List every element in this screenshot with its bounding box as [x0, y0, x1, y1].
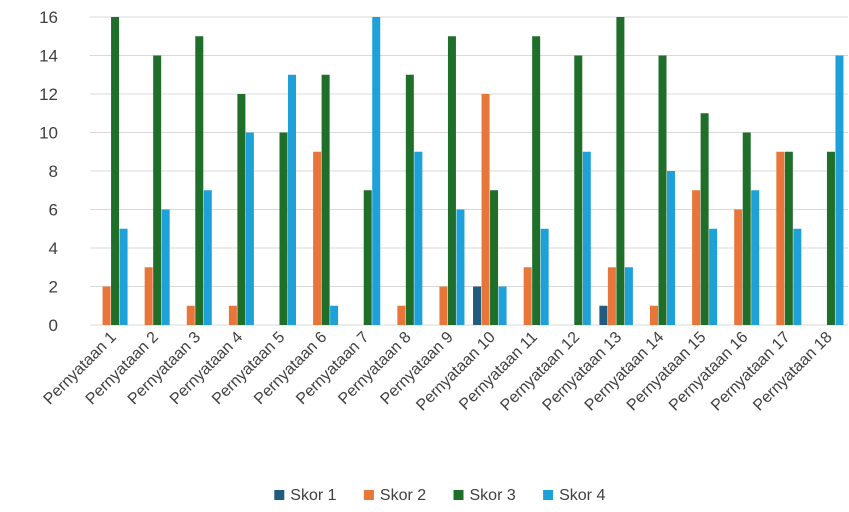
bar-skor-4-17 — [793, 228, 802, 325]
legend: Skor 1 Skor 2 Skor 3 Skor 4 — [274, 487, 605, 504]
bar-skor-3-13 — [616, 17, 625, 325]
bar-skor-4-10 — [498, 286, 507, 325]
bar-skor-3-10 — [490, 190, 499, 325]
x-tick-label: Pernyataan 7 — [293, 329, 372, 408]
bar-skor-4-13 — [624, 267, 633, 325]
bar-skor-4-4 — [245, 132, 254, 325]
bar-skor-2-4 — [228, 305, 237, 325]
bar-skor-2-17 — [776, 151, 785, 325]
x-tick-label: Pernyataan 5 — [209, 329, 288, 408]
y-tick-label: 16 — [39, 8, 58, 27]
bar-skor-4-7 — [372, 17, 381, 325]
bar-skor-3-12 — [574, 55, 583, 325]
bar-skor-4-18 — [835, 55, 844, 325]
bar-skor-4-14 — [667, 171, 675, 325]
x-tick-label: Pernyataan 18 — [750, 329, 836, 415]
bar-skor-2-2 — [144, 267, 153, 325]
bar-skor-4-1 — [119, 228, 128, 325]
bar-skor-2-14 — [650, 305, 658, 325]
bar-skor-3-6 — [321, 74, 330, 325]
bar-skor-2-9 — [439, 286, 448, 325]
legend-label: Skor 2 — [380, 487, 426, 504]
legend-swatch — [363, 490, 374, 500]
bar-skor-2-15 — [692, 190, 701, 325]
bar-skor-2-1 — [102, 286, 111, 325]
bar-skor-4-16 — [751, 190, 760, 325]
bar-skor-1-13 — [599, 305, 608, 325]
bar-skor-3-18 — [826, 151, 835, 325]
x-tick-label: Pernyataan 2 — [83, 329, 162, 408]
bar-skor-3-4 — [237, 94, 246, 325]
bars — [102, 17, 844, 325]
gridlines — [90, 16, 848, 326]
y-tick-label: 12 — [39, 85, 58, 104]
legend-label: Skor 1 — [290, 487, 336, 504]
bar-skor-3-7 — [363, 190, 372, 325]
legend-label: Skor 3 — [470, 487, 516, 504]
bar-skor-4-8 — [414, 151, 423, 325]
bar-skor-4-12 — [582, 151, 591, 325]
legend-swatch — [274, 490, 285, 500]
y-tick-label: 0 — [49, 316, 58, 335]
bar-skor-3-15 — [700, 113, 709, 325]
x-tick-label: Pernyataan 9 — [377, 329, 456, 408]
bar-skor-2-8 — [397, 305, 406, 325]
bar-skor-3-2 — [153, 55, 162, 325]
x-tick-label: Pernyataan 1 — [41, 329, 120, 408]
bar-skor-2-13 — [607, 267, 616, 325]
bar-skor-4-5 — [288, 74, 296, 325]
y-tick-label: 6 — [49, 201, 58, 220]
bar-skor-3-1 — [111, 17, 120, 325]
y-axis: 0 2 4 6 8 10 12 14 16 — [39, 8, 58, 335]
bar-skor-4-9 — [456, 209, 465, 325]
y-tick-label: 2 — [49, 278, 58, 297]
bar-skor-3-17 — [784, 151, 793, 325]
bar-skor-4-3 — [203, 190, 212, 325]
bar-skor-4-11 — [540, 228, 549, 325]
legend-swatch — [543, 490, 554, 500]
bar-skor-3-9 — [447, 36, 456, 325]
y-tick-label: 8 — [49, 162, 58, 181]
x-tick-label: Pernyataan 6 — [251, 329, 330, 408]
bar-skor-3-5 — [279, 132, 288, 325]
bar-skor-3-3 — [195, 36, 204, 325]
bar-skor-2-11 — [523, 267, 532, 325]
y-tick-label: 14 — [39, 47, 58, 66]
bar-skor-2-6 — [313, 151, 322, 325]
legend-label: Skor 4 — [559, 487, 605, 504]
bar-skor-4-2 — [161, 209, 170, 325]
bar-skor-2-16 — [734, 209, 743, 325]
bar-skor-3-14 — [658, 55, 667, 325]
bar-skor-4-6 — [330, 305, 339, 325]
x-tick-label: Pernyataan 3 — [125, 329, 204, 408]
bar-skor-3-16 — [742, 132, 751, 325]
y-tick-label: 10 — [39, 124, 58, 143]
legend-swatch — [453, 490, 464, 500]
bar-skor-3-8 — [405, 74, 414, 325]
bar-skor-1-10 — [473, 286, 482, 325]
x-tick-label: Pernyataan 4 — [167, 329, 246, 408]
y-tick-label: 4 — [49, 239, 58, 258]
bar-skor-2-10 — [481, 94, 490, 325]
bar-skor-3-11 — [532, 36, 541, 325]
x-tick-label: Pernyataan 8 — [335, 329, 414, 408]
bar-skor-2-3 — [186, 305, 195, 325]
bar-skor-4-15 — [709, 228, 718, 325]
